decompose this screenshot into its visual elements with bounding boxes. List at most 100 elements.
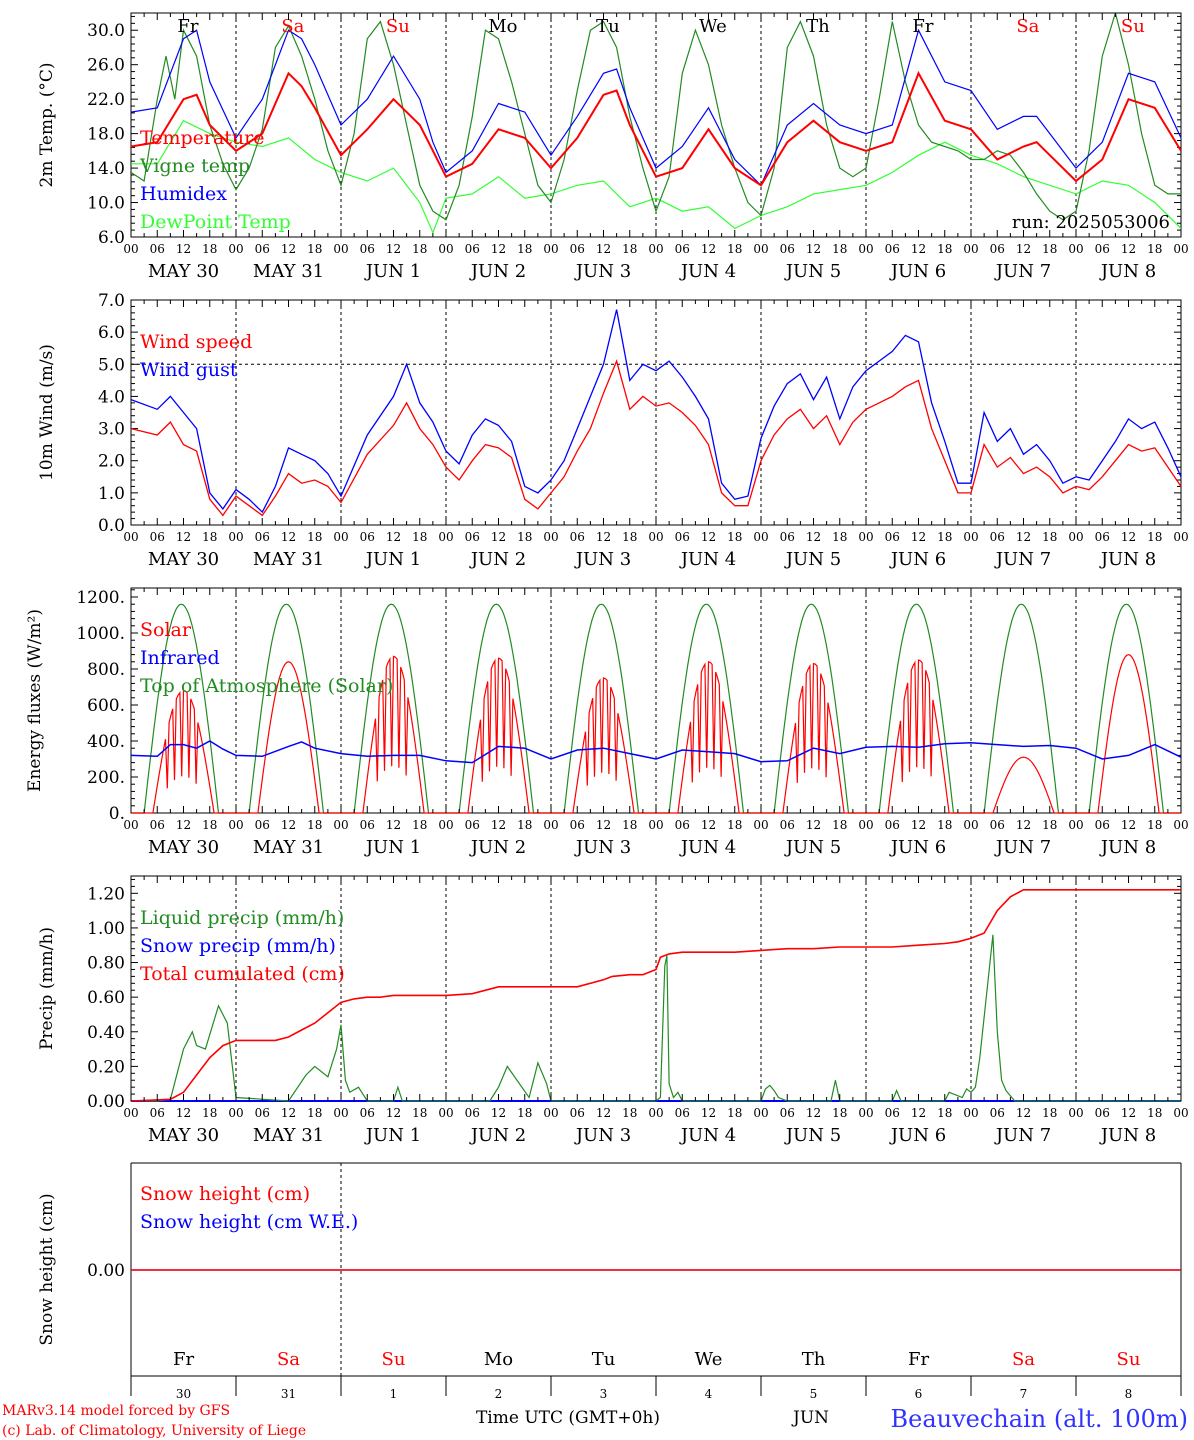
legend-entry: Vigne temp (139, 155, 250, 177)
date-label: JUN 4 (679, 837, 736, 858)
hour-tick-label: 12 (806, 530, 821, 544)
y-tick-label: 0.00 (87, 1261, 125, 1281)
hour-tick-label: 00 (1173, 1106, 1188, 1120)
hour-tick-label: 06 (1095, 818, 1110, 832)
y-tick-label: 600. (87, 696, 125, 716)
legend-entry: Total cumulated (cm) (140, 963, 345, 985)
y-tick-label: 6.0 (98, 228, 125, 248)
date-label: MAY 31 (253, 261, 324, 282)
hour-tick-label: 06 (360, 242, 375, 256)
station-name: Beauvechain (alt. 100m) (890, 1405, 1188, 1433)
hour-tick-label: 12 (1121, 242, 1136, 256)
hour-tick-label: 00 (963, 1106, 978, 1120)
hour-tick-label: 18 (517, 1106, 532, 1120)
hour-tick-label: 06 (360, 1106, 375, 1120)
hour-tick-label: 00 (438, 1106, 453, 1120)
legend-entry: Top of Atmosphere (Solar) (140, 675, 393, 697)
day-number-label: 4 (705, 1387, 713, 1401)
hour-tick-label: 12 (1121, 1106, 1136, 1120)
hour-tick-label: 06 (1095, 1106, 1110, 1120)
date-label: JUN 3 (574, 261, 631, 282)
hour-tick-label: 12 (1121, 818, 1136, 832)
hour-tick-label: 18 (832, 1106, 847, 1120)
hour-tick-label: 18 (622, 242, 637, 256)
weekday-label: Sa (281, 16, 304, 37)
date-label: MAY 31 (253, 1125, 324, 1146)
hour-tick-label: 06 (780, 1106, 795, 1120)
hour-tick-label: 12 (176, 242, 191, 256)
weekday-label: Tu (596, 16, 620, 37)
legend-entry: Wind speed (140, 331, 252, 353)
hour-tick-label: 12 (281, 818, 296, 832)
hour-tick-label: 06 (150, 242, 165, 256)
weekday-label: Mo (484, 1349, 513, 1370)
hour-tick-label: 00 (963, 242, 978, 256)
month-label: JUN (791, 1408, 829, 1428)
panel-1: 6.0 10.0 14.0 18.0 22.0 26.0 30.0 2m Temp. (°C)… (37, 12, 1189, 282)
footer-credit-1: MARv3.14 model forced by GFS (2, 1403, 230, 1419)
date-label: JUN 4 (679, 261, 736, 282)
date-label: MAY 31 (253, 549, 324, 570)
weekday-label: Sa (1016, 16, 1039, 37)
hour-tick-label: 12 (491, 1106, 506, 1120)
hour-tick-label: 12 (281, 530, 296, 544)
hour-tick-label: 00 (123, 818, 138, 832)
hour-tick-label: 18 (1147, 1106, 1162, 1120)
day-number-label: 30 (176, 1387, 191, 1401)
hour-tick-label: 00 (228, 1106, 243, 1120)
hour-tick-label: 12 (911, 818, 926, 832)
hour-tick-label: 18 (517, 242, 532, 256)
hour-tick-label: 00 (858, 818, 873, 832)
weekday-label: Fr (908, 1349, 929, 1370)
weekday-label: Fr (912, 16, 933, 37)
hour-tick-label: 00 (753, 1106, 768, 1120)
hour-tick-label: 18 (937, 818, 952, 832)
legend-entry: Snow height (cm W.E.) (140, 1211, 358, 1233)
date-label: JUN 3 (574, 837, 631, 858)
date-label: MAY 30 (148, 549, 219, 570)
hour-tick-label: 18 (307, 530, 322, 544)
hour-tick-label: 00 (648, 530, 663, 544)
series-vigne-temp (131, 13, 1181, 221)
hour-tick-label: 12 (701, 1106, 716, 1120)
hour-tick-label: 18 (307, 1106, 322, 1120)
hour-tick-label: 00 (648, 242, 663, 256)
hour-tick-label: 06 (570, 530, 585, 544)
hour-tick-label: 12 (1121, 530, 1136, 544)
hour-tick-label: 12 (491, 242, 506, 256)
series-group (131, 13, 1181, 235)
day-number-label: 2 (495, 1387, 503, 1401)
hour-tick-label: 18 (727, 530, 742, 544)
hour-tick-label: 06 (465, 1106, 480, 1120)
weekday-label: We (695, 1349, 723, 1370)
hour-tick-label: 18 (727, 818, 742, 832)
hour-tick-label: 12 (911, 1106, 926, 1120)
date-label: MAY 30 (148, 837, 219, 858)
weekday-label: Th (802, 1349, 826, 1370)
date-label: JUN 8 (1099, 261, 1156, 282)
series-wind-gust (130, 309, 1182, 514)
weekday-label: Mo (488, 16, 517, 37)
hour-tick-label: 18 (412, 818, 427, 832)
series-temperature (131, 70, 1181, 187)
y-tick-label: 0. (109, 804, 125, 824)
date-label: JUN 1 (364, 261, 421, 282)
hour-tick-label: 12 (806, 242, 821, 256)
hour-tick-label: 12 (281, 242, 296, 256)
hour-tick-label: 00 (753, 818, 768, 832)
hour-tick-label: 12 (491, 818, 506, 832)
hour-tick-label: 06 (360, 818, 375, 832)
hour-tick-label: 12 (176, 530, 191, 544)
hour-tick-label: 06 (150, 818, 165, 832)
y-tick-label: 4.0 (98, 387, 125, 407)
panel-4: 0.00 0.20 0.40 0.60 0.80 1.00 1.20 Precip (mm/h… (37, 875, 1189, 1146)
series-humidex (131, 28, 1181, 187)
day-number-label: 5 (810, 1387, 818, 1401)
hour-tick-label: 00 (858, 530, 873, 544)
y-tick-label: 0.00 (87, 1092, 125, 1112)
day-number-label: 8 (1125, 1387, 1133, 1401)
hour-tick-label: 06 (1095, 530, 1110, 544)
y-tick-label: 2.0 (98, 452, 125, 472)
panel-5: 0.00 Snow height (cm) Snow height (cm) Snow… (37, 1162, 1182, 1401)
